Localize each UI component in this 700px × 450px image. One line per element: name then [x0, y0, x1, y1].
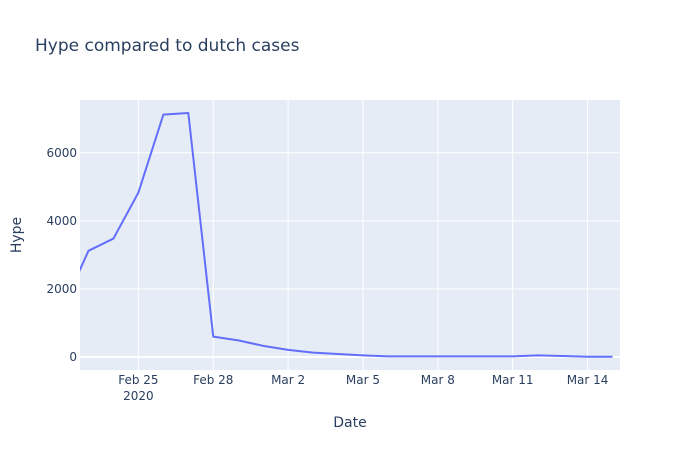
data-point	[385, 353, 391, 359]
data-point	[310, 350, 316, 356]
data-point	[435, 353, 441, 359]
y-tick-label: 0	[69, 350, 77, 364]
x-tick-label: Mar 2	[271, 373, 305, 387]
series-layer	[80, 110, 616, 360]
y-axis-title: Hype	[9, 217, 25, 253]
data-point	[585, 354, 591, 360]
data-point	[335, 351, 341, 357]
data-point	[360, 352, 366, 358]
x-axis-title: Date	[333, 415, 366, 431]
y-axis-ticks: 0 2000 4000 6000	[46, 146, 77, 364]
data-point	[485, 353, 491, 359]
data-point	[285, 347, 291, 353]
x-tick-label: Mar 14	[567, 373, 609, 387]
data-point	[235, 337, 241, 343]
x-tick-label: Feb 28	[193, 373, 233, 387]
y-tick-label: 4000	[46, 214, 77, 228]
data-point	[610, 354, 616, 360]
x-tick-label: Mar 5	[346, 373, 380, 387]
data-point	[110, 236, 116, 242]
data-point	[210, 334, 216, 340]
x-tick-label: Mar 11	[492, 373, 534, 387]
data-point	[85, 248, 91, 254]
data-point	[560, 353, 566, 359]
hype-series-line	[80, 111, 613, 358]
data-point	[135, 190, 141, 196]
x-tick-label: Feb 25	[118, 373, 158, 387]
data-point	[260, 343, 266, 349]
x-tick-label: Mar 8	[421, 373, 455, 387]
data-point	[185, 110, 191, 116]
gridlines	[80, 100, 620, 370]
x-axis-ticks: Feb 25 2020 Feb 28 Mar 2 Mar 5 Mar 8 Mar 11 Mar…	[118, 373, 608, 403]
data-point	[460, 353, 466, 359]
x-tick-year-label: 2020	[123, 389, 154, 403]
data-point	[410, 353, 416, 359]
y-tick-label: 6000	[46, 146, 77, 160]
data-point	[510, 353, 516, 359]
chart-title: Hype compared to dutch cases	[35, 36, 300, 56]
y-tick-label: 2000	[46, 282, 77, 296]
plot-area	[80, 100, 620, 370]
data-point	[535, 352, 541, 358]
data-point	[160, 112, 166, 118]
